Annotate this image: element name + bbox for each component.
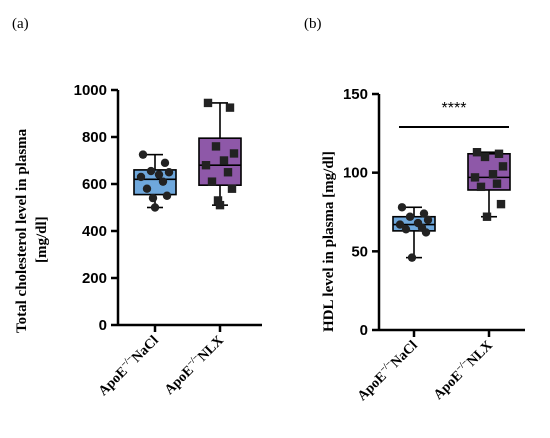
data-point <box>219 156 229 165</box>
x-label-suffix: NLX <box>464 338 496 370</box>
data-point <box>492 179 502 188</box>
y-tick-label: 200 <box>82 270 107 287</box>
data-point <box>494 149 504 158</box>
data-point <box>482 212 492 221</box>
x-label-base: ApoE <box>431 368 466 403</box>
data-point <box>223 168 233 177</box>
panel-a-boxes <box>133 98 242 212</box>
panel-b-ylabel: HDL level in plasma [mg/dl] <box>321 151 337 332</box>
data-point <box>472 148 482 157</box>
data-point <box>227 184 237 193</box>
y-tick-label: 800 <box>82 129 107 146</box>
data-point <box>148 193 158 203</box>
data-point <box>164 168 174 177</box>
data-point <box>160 158 170 168</box>
panel-b: (b) HDL level in plasma [mg/dl] 0 50 100 15… <box>304 16 525 404</box>
panel-a-ylabel-line2: [mg/dl] <box>34 216 50 263</box>
data-point <box>476 182 486 192</box>
y-tick-label: 0 <box>360 322 368 339</box>
data-point <box>215 200 225 210</box>
data-point <box>498 162 508 171</box>
x-tick-label: ApoE−/−NaCl <box>94 331 162 399</box>
y-tick-label: 0 <box>99 317 107 334</box>
y-tick-label: 150 <box>343 86 368 103</box>
y-tick-label: 600 <box>82 176 107 193</box>
data-point <box>211 142 221 151</box>
data-point <box>229 149 239 158</box>
panel-a-ticks: 0 200 400 600 800 1000 <box>74 82 118 334</box>
panel-a-ylabel-line1: Total cholesterol level in plasma <box>14 128 30 333</box>
data-point <box>401 225 411 234</box>
data-point <box>419 209 429 218</box>
panel-b-tag: (b) <box>304 16 322 32</box>
data-point <box>158 177 168 186</box>
data-point <box>480 152 490 162</box>
data-point <box>154 170 164 179</box>
data-point <box>407 253 417 262</box>
significance-label: **** <box>442 100 467 117</box>
x-label-base: ApoE <box>96 364 131 399</box>
x-label-base: ApoE <box>162 363 197 398</box>
data-point <box>397 203 407 212</box>
x-label-suffix: NaCl <box>129 333 162 366</box>
data-point <box>162 191 172 200</box>
y-tick-label: 50 <box>351 243 368 260</box>
data-point <box>207 177 217 186</box>
data-point <box>142 184 152 193</box>
data-point <box>146 166 156 176</box>
x-label-suffix: NLX <box>195 333 227 365</box>
data-point <box>138 150 148 159</box>
data-point <box>395 220 405 229</box>
data-point <box>496 199 506 209</box>
data-point <box>488 170 498 179</box>
data-point <box>136 172 146 182</box>
y-tick-label: 100 <box>343 165 368 182</box>
panel-b-boxes <box>392 148 511 262</box>
data-point <box>421 228 431 237</box>
x-label-base: ApoE <box>355 369 390 404</box>
panel-a-tag: (a) <box>12 16 29 32</box>
x-tick-label: ApoE−/−NaCl <box>353 336 421 404</box>
data-point <box>150 203 160 212</box>
data-point <box>203 98 213 108</box>
x-tick-label: ApoE−/−NLX <box>160 331 227 398</box>
data-point <box>405 212 415 221</box>
data-point <box>225 103 235 112</box>
panel-a: (a) Total cholesterol level in plasma [m… <box>12 16 262 399</box>
data-point <box>470 173 480 182</box>
x-label-suffix: NaCl <box>388 338 421 371</box>
data-point <box>201 161 211 170</box>
data-point <box>423 215 433 225</box>
x-tick-label: ApoE−/−NLX <box>429 336 496 403</box>
data-point <box>213 196 223 205</box>
panel-b-ticks: 0 50 100 150 <box>343 86 379 339</box>
y-tick-label: 1000 <box>74 82 107 99</box>
y-tick-label: 400 <box>82 223 107 240</box>
